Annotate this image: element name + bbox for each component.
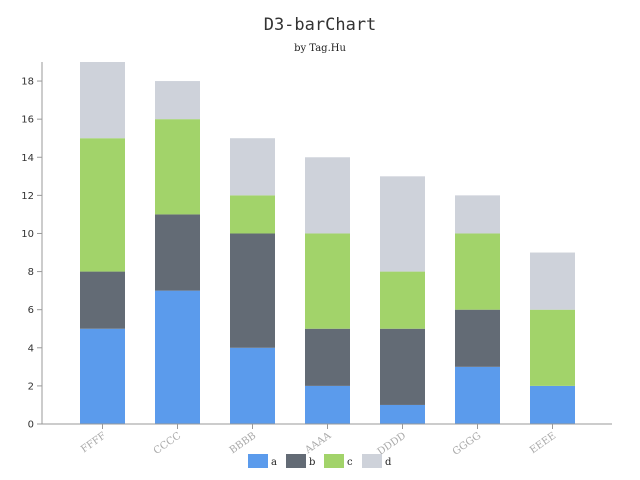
bars-group <box>80 62 575 424</box>
bar-a-eeee <box>530 385 575 424</box>
legend-swatch-b <box>286 454 306 468</box>
x-tick-label: CCCC <box>152 430 184 457</box>
legend-swatch-a <box>248 454 268 468</box>
x-tick-label: EEEE <box>528 430 558 456</box>
x-tick-label: GGGG <box>451 430 483 457</box>
bar-a-aaaa <box>305 385 350 424</box>
legend-label-d: d <box>385 457 392 468</box>
bar-a-dddd <box>380 404 425 424</box>
y-tick-label: 8 <box>28 267 34 278</box>
bar-b-bbbb <box>230 233 275 348</box>
bar-c-cccc <box>155 119 200 215</box>
y-tick-label: 0 <box>28 420 34 431</box>
bar-d-aaaa <box>305 157 350 234</box>
bar-a-cccc <box>155 290 200 424</box>
x-tick-label: DDDD <box>376 430 409 457</box>
legend-swatch-d <box>362 454 382 468</box>
bar-a-bbbb <box>230 347 275 424</box>
y-axis: 0 2 4 6 8 10 12 14 16 18 <box>21 62 43 431</box>
legend-swatch-c <box>324 454 344 468</box>
bar-d-ffff <box>80 62 125 139</box>
bar-d-bbbb <box>230 138 275 196</box>
bar-b-cccc <box>155 214 200 291</box>
bar-b-ffff <box>80 271 125 329</box>
x-tick-label: FFFF <box>79 430 108 455</box>
bar-b-aaaa <box>305 328 350 386</box>
bar-c-bbbb <box>230 195 275 234</box>
legend-label-b: b <box>309 457 315 468</box>
x-axis: FFFF CCCC BBBB AAAA DDDD GGGG EEEE <box>42 423 612 458</box>
bar-d-gggg <box>455 195 500 234</box>
y-tick-label: 18 <box>21 77 34 88</box>
bar-c-gggg <box>455 233 500 310</box>
chart-title: D3-barChart <box>264 15 377 35</box>
y-tick-label: 2 <box>28 381 34 392</box>
y-tick-label: 14 <box>21 153 34 164</box>
bar-d-eeee <box>530 252 575 310</box>
x-tick-label: BBBB <box>228 430 258 456</box>
bar-d-cccc <box>155 81 200 120</box>
legend-label-c: c <box>347 457 353 468</box>
bar-b-dddd <box>380 328 425 405</box>
y-tick-label: 10 <box>21 229 34 240</box>
bar-c-dddd <box>380 271 425 329</box>
chart-subtitle: by Tag.Hu <box>294 43 346 54</box>
legend-label-a: a <box>271 457 277 468</box>
legend: a b c d <box>248 454 392 468</box>
y-tick-label: 12 <box>21 191 34 202</box>
bar-c-eeee <box>530 309 575 386</box>
y-tick-label: 4 <box>28 343 34 354</box>
bar-c-aaaa <box>305 233 350 329</box>
x-tick-label: AAAA <box>302 430 333 457</box>
bar-c-ffff <box>80 138 125 272</box>
y-tick-label: 6 <box>28 305 34 316</box>
bar-d-dddd <box>380 176 425 272</box>
bar-a-ffff <box>80 328 125 424</box>
bar-a-gggg <box>455 366 500 424</box>
bar-b-gggg <box>455 309 500 367</box>
y-tick-label: 16 <box>21 115 34 126</box>
